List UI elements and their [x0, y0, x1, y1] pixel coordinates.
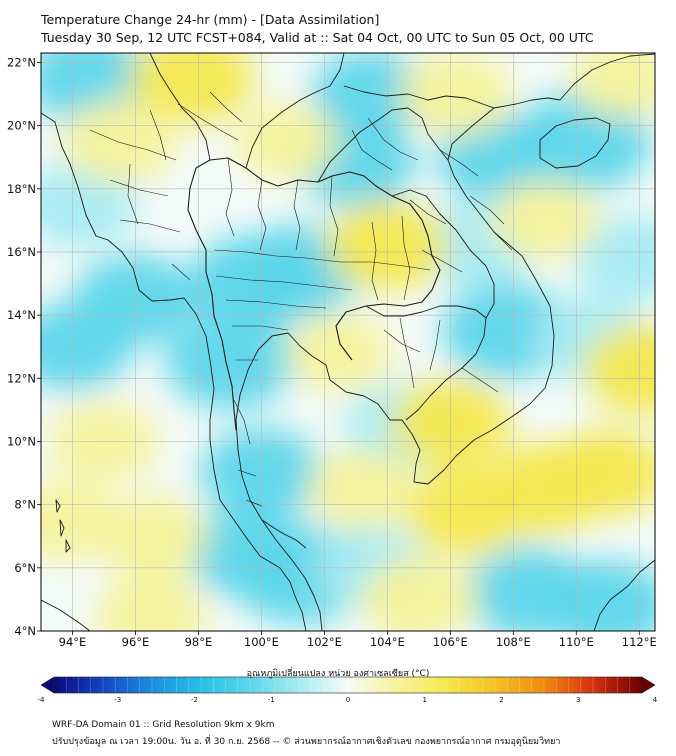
coastline-sumatra: [41, 599, 91, 631]
y-tick-label: 20°N: [7, 119, 36, 133]
y-tick-label: 8°N: [14, 498, 36, 512]
thailand-west-border: [187, 167, 237, 431]
province-lines: [213, 157, 431, 507]
malaysia-thailand-border: [261, 519, 307, 549]
colorbar-tick-label: -3: [114, 696, 121, 704]
temperature-blob: [360, 556, 478, 631]
colorbar-ticks: -4 -3 -2 -1 0 1 2 3 4: [38, 677, 658, 704]
x-tick-label: 112°E: [622, 635, 657, 649]
colorbar-title: อุณหภูมิเปลี่ยนแปลง หน่วย องศาเซลเซียส (…: [246, 669, 430, 679]
x-tick-label: 100°E: [244, 635, 279, 649]
x-tick-label: 104°E: [370, 635, 405, 649]
colorbar-tick-label: -2: [191, 696, 198, 704]
x-tick-label: 98°E: [185, 635, 213, 649]
china-vietnam-border: [343, 85, 495, 109]
x-tick-label: 96°E: [122, 635, 150, 649]
x-tick-label: 106°E: [433, 635, 468, 649]
colorbar-arrow-right: [641, 676, 656, 694]
temperature-blob: [41, 302, 133, 391]
chart-title: Temperature Change 24-hr (mm) - [Data As…: [41, 12, 380, 27]
coastline-gulf: [235, 53, 655, 631]
temperature-blob: [41, 480, 121, 561]
x-tick-label: 108°E: [496, 635, 531, 649]
y-tick-label: 6°N: [14, 561, 36, 575]
temperature-blob: [95, 495, 208, 578]
x-tick-label: 94°E: [59, 635, 87, 649]
temperature-blob: [287, 314, 394, 393]
hainan-island: [539, 117, 611, 169]
temperature-blob: [544, 559, 655, 631]
y-tick-label: 12°N: [7, 371, 36, 385]
temperature-blob: [490, 180, 600, 261]
cambodia-border: [365, 305, 487, 421]
y-tick-label: 14°N: [7, 308, 36, 322]
laos-vietnam-border: [317, 107, 449, 183]
footer-update-info: ปรับปรุงข้อมูล ณ เวลา 19:00น. วัน อ. ที่…: [52, 737, 561, 747]
colorbar: -4 -3 -2 -1 0 1 2 3 4: [38, 676, 658, 704]
temperature-blob: [95, 574, 207, 631]
temperature-blob: [165, 315, 295, 410]
y-tick-label: 4°N: [14, 624, 36, 638]
myanmar-china-border: [149, 53, 211, 161]
plot-frame: [40, 52, 656, 632]
temperature-field: [41, 53, 655, 631]
temperature-blob: [62, 99, 177, 184]
temperature-blob: [311, 53, 432, 139]
temperature-blob: [570, 53, 655, 118]
temperature-blob: [574, 215, 655, 302]
colorbar-tick-label: -1: [268, 696, 275, 704]
temperature-blob: [547, 429, 655, 518]
colorbar-tick-label: 0: [346, 696, 350, 704]
cambodia-province-lines: [383, 317, 441, 389]
gridlines: [41, 53, 655, 631]
laos-east-border: [391, 189, 495, 319]
x-tick-label: 102°E: [307, 635, 342, 649]
x-tick-label: 110°E: [559, 635, 594, 649]
colorbar-tick-label: -4: [38, 696, 46, 704]
temperature-blob: [235, 103, 339, 180]
coastline-west: [41, 112, 307, 631]
coastlines-and-borders: [41, 53, 655, 631]
vietnam-lines: [439, 149, 513, 393]
colorbar-tick-label: 2: [499, 696, 503, 704]
colorbar-tick-label: 1: [423, 696, 427, 704]
chart-subtitle: Tuesday 30 Sep, 12 UTC FCST+084, Valid a…: [41, 30, 594, 45]
y-tick-label: 22°N: [7, 55, 36, 69]
y-tick-label: 10°N: [7, 434, 36, 448]
myanmar-state-lines: [89, 91, 243, 281]
andaman-islands: [55, 499, 71, 553]
y-axis: 4°N 6°N 8°N 10°N 12°N 14°N 16°N 18°N 20°N 22°N: [7, 55, 41, 638]
myanmar-laos-border: [245, 53, 345, 169]
x-axis: 94°E 96°E 98°E 100°E 102°E 104°E 106°E 108°E 110…: [59, 631, 657, 649]
colorbar-tick-label: 4: [653, 696, 658, 704]
temperature-blob: [399, 53, 514, 137]
temperature-blob: [129, 53, 255, 125]
coastline-borneo: [593, 559, 655, 631]
y-tick-label: 18°N: [7, 182, 36, 196]
y-tick-label: 16°N: [7, 245, 36, 259]
thailand-border: [195, 157, 441, 361]
colorbar-tick-label: 3: [576, 696, 580, 704]
temperature-blob: [307, 448, 417, 529]
footer-model-info: WRF-DA Domain 01 :: Grid Resolution 9km …: [52, 720, 275, 730]
temperature-blob: [582, 322, 655, 415]
temperature-blob: [185, 508, 306, 597]
laos-province-lines: [351, 117, 463, 273]
